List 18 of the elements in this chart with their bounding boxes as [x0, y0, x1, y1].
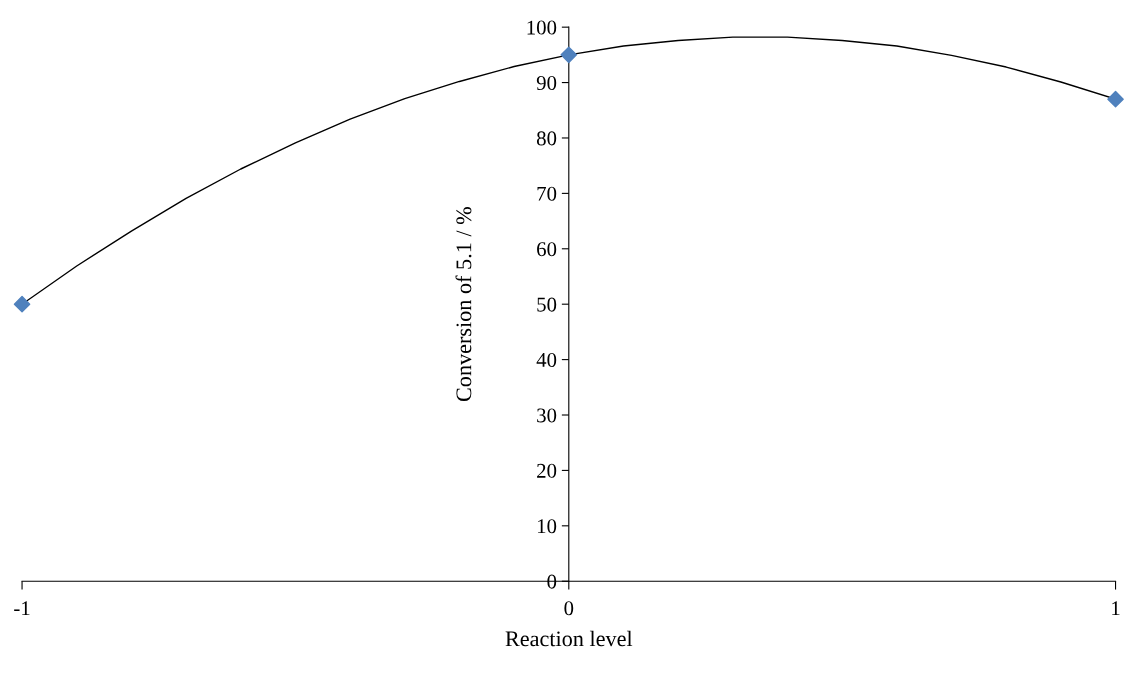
point: [13, 295, 31, 313]
y-tick-label: 50: [537, 297, 557, 312]
y-tick-label: 40: [536, 352, 557, 368]
y-tick-label: 60: [537, 242, 557, 257]
y-tick-label: 80: [536, 131, 557, 146]
x-axis-title: Reaction level: [505, 630, 633, 647]
y-tick-label: 10: [537, 519, 557, 534]
y-tick-label: 20: [537, 463, 557, 478]
point: [560, 46, 578, 64]
y-tick-label: 70: [537, 186, 557, 201]
x-tick-label: -1: [14, 601, 30, 616]
point: [1107, 90, 1124, 108]
y-tick-label: 100: [527, 20, 557, 35]
y-tick-label: 90: [536, 75, 557, 90]
x-tick-label: 0: [564, 601, 574, 616]
x-tick-label: 1: [1112, 601, 1120, 616]
y-axis-title: Conversion of 5.1 / %: [455, 207, 472, 402]
y-tick-label: 30: [537, 408, 557, 423]
